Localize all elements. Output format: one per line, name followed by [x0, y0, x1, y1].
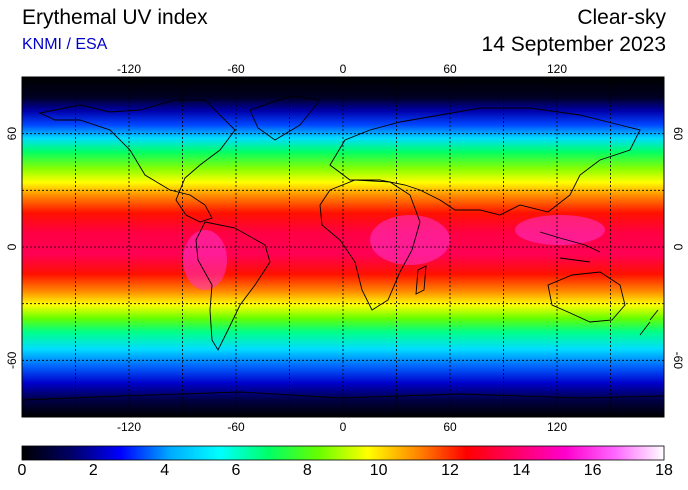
tick-label: 0	[671, 244, 685, 251]
colorbar-tick-label: 8	[302, 462, 312, 479]
colorbar-tick-label: 12	[441, 462, 459, 479]
tick-label: -60	[227, 420, 245, 434]
lon-ticks-bottom: -120 -60 0 60 120	[117, 420, 567, 434]
colorbar-tick-label: 14	[512, 462, 531, 479]
colorbar-tick-label: 4	[160, 462, 170, 479]
date-label: 14 September 2023	[481, 33, 666, 56]
tick-label: -60	[5, 351, 19, 369]
tick-label: -120	[117, 62, 141, 76]
greenland-coast	[249, 95, 321, 141]
tick-label: 120	[547, 420, 567, 434]
tick-label: 60	[443, 420, 457, 434]
lat-ticks-left: 60 0 -60	[5, 127, 19, 369]
colorbar-tick-label: 18	[655, 462, 673, 479]
tick-label: 120	[547, 62, 567, 76]
antarctica-coast	[21, 391, 665, 401]
colorbar	[21, 445, 665, 461]
coastlines	[21, 95, 665, 401]
colorbar-tick-label: 16	[583, 462, 602, 479]
land-highlights	[183, 215, 605, 290]
tick-label: 60	[671, 127, 685, 141]
tick-label: 60	[5, 127, 19, 141]
north-america-coast	[38, 99, 236, 223]
colorbar-tick-label: 2	[88, 462, 98, 479]
tick-label: 0	[340, 420, 347, 434]
eurasia-coast	[329, 107, 641, 216]
mode-label: Clear-sky	[577, 6, 666, 29]
tick-label: -60	[671, 352, 685, 370]
madagascar-coast	[415, 265, 427, 295]
map-frame	[21, 76, 665, 418]
south-america-coast	[195, 221, 271, 351]
source-label: KNMI / ESA	[22, 36, 108, 53]
tick-label: -60	[227, 62, 245, 76]
colorbar-tick-label: 6	[231, 462, 241, 479]
tick-label: 0	[340, 62, 347, 76]
page-title: Erythemal UV index	[22, 6, 208, 29]
colorbar-tick-label: 0	[17, 462, 27, 479]
graticule	[22, 77, 664, 417]
tick-label: 60	[443, 62, 457, 76]
colorbar-tick-label: 10	[369, 462, 388, 479]
lon-ticks-top: -120 -60 0 60 120	[117, 62, 567, 76]
tick-label: -120	[117, 420, 141, 434]
tick-label: 0	[5, 243, 19, 250]
indonesia-coast	[539, 231, 601, 263]
lat-ticks-right: 60 0 -60	[671, 127, 685, 369]
australia-coast	[547, 271, 626, 323]
new-zealand-coast	[639, 309, 659, 336]
